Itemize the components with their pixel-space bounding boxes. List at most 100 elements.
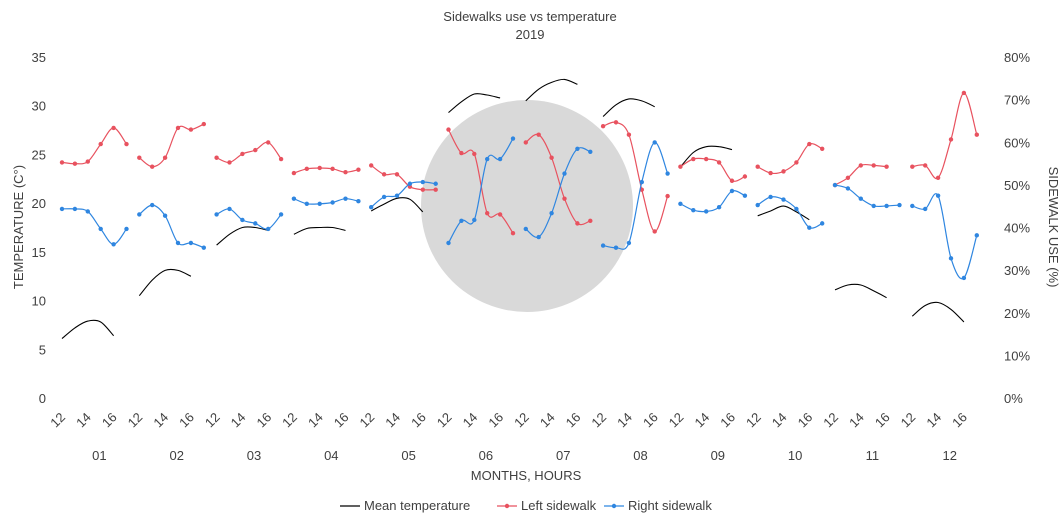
y-left-tick-label: 15 xyxy=(32,245,46,260)
right-sidewalk-point xyxy=(961,275,967,281)
left-sidewalk-point xyxy=(742,174,748,179)
right-sidewalk-line xyxy=(293,198,359,205)
right-sidewalk-point xyxy=(536,234,541,240)
x-hour-tick-label: 14 xyxy=(691,410,712,431)
left-sidewalk-point xyxy=(472,151,477,157)
x-hour-tick-label: 14 xyxy=(923,410,944,431)
right-sidewalk-point xyxy=(704,209,709,214)
y-right-tick-label: 40% xyxy=(1004,221,1030,236)
right-sidewalk-point xyxy=(304,201,309,206)
x-hour-tick-label: 12 xyxy=(279,410,300,431)
right-sidewalk-point xyxy=(446,240,451,246)
x-hour-tick-label: 14 xyxy=(460,410,481,431)
x-hour-tick-label: 16 xyxy=(872,410,893,431)
mean-temperature-line xyxy=(216,226,269,246)
x-hour-tick-label: 12 xyxy=(356,410,377,431)
y-right-axis-title: SIDEWALK USE (%) xyxy=(1046,167,1061,288)
left-sidewalk-point xyxy=(201,121,206,127)
right-sidewalk-point xyxy=(678,201,683,206)
left-sidewalk-point xyxy=(845,175,851,180)
y-right-tick-label: 60% xyxy=(1004,135,1030,150)
left-sidewalk-point xyxy=(652,229,657,234)
left-sidewalk-point xyxy=(59,160,65,165)
left-sidewalk-point xyxy=(523,140,528,145)
right-sidewalk-point xyxy=(626,240,632,246)
right-sidewalk-line xyxy=(834,184,900,208)
right-sidewalk-point xyxy=(72,206,78,212)
x-hour-tick-label: 14 xyxy=(382,410,403,431)
left-sidewalk-point xyxy=(266,140,271,145)
legend-right-sidewalk-marker xyxy=(611,503,617,509)
left-sidewalk-point xyxy=(575,221,580,226)
y-right-tick-label: 0% xyxy=(1004,391,1023,406)
x-hour-tick-label: 14 xyxy=(769,410,790,431)
left-sidewalk-point xyxy=(871,163,876,168)
x-month-label: 07 xyxy=(556,448,570,463)
y-left-tick-label: 10 xyxy=(32,294,46,309)
right-sidewalk-point xyxy=(317,201,322,206)
right-sidewalk-point xyxy=(794,206,799,212)
right-sidewalk-line xyxy=(61,208,127,245)
right-sidewalk-point xyxy=(742,193,748,198)
right-sidewalk-point xyxy=(549,210,554,216)
right-sidewalk-point xyxy=(356,199,361,204)
x-hour-tick-label: 16 xyxy=(640,410,661,431)
right-sidewalk-line xyxy=(216,208,282,230)
right-sidewalk-point xyxy=(188,240,194,246)
left-sidewalk-point xyxy=(343,170,348,175)
mean-temperature-line xyxy=(834,283,887,299)
left-sidewalk-point xyxy=(794,160,799,165)
left-sidewalk-point xyxy=(820,146,825,151)
y-left-tick-label: 0 xyxy=(39,391,46,406)
mean-temperature-line xyxy=(370,197,424,213)
left-sidewalk-point xyxy=(884,164,889,169)
x-hour-tick-label: 14 xyxy=(614,410,635,431)
right-sidewalk-point xyxy=(768,194,773,200)
x-hour-tick-label: 12 xyxy=(743,410,764,431)
x-hour-tick-label: 12 xyxy=(202,410,223,431)
right-sidewalk-point xyxy=(652,140,657,145)
left-sidewalk-point xyxy=(948,137,954,142)
right-sidewalk-point xyxy=(935,193,941,198)
y-left-axis-title: TEMPERATURE (C°) xyxy=(11,165,26,289)
highlight-layer xyxy=(421,100,633,312)
left-sidewalk-point xyxy=(485,210,490,216)
left-sidewalk-line xyxy=(216,141,282,164)
left-sidewalk-point xyxy=(253,147,258,153)
left-sidewalk-point xyxy=(858,163,863,168)
left-sidewalk-point xyxy=(369,163,374,168)
right-sidewalk-point xyxy=(278,212,284,217)
x-month-label: 04 xyxy=(324,448,338,463)
left-sidewalk-line xyxy=(138,123,205,168)
left-sidewalk-point xyxy=(755,164,760,169)
right-sidewalk-point xyxy=(691,207,696,213)
mean-temperature-line xyxy=(293,226,346,235)
y-left-tick-label: 30 xyxy=(32,99,46,114)
right-sidewalk-point xyxy=(111,242,116,247)
x-month-label: 12 xyxy=(942,448,956,463)
right-sidewalk-point xyxy=(201,245,206,250)
left-sidewalk-point xyxy=(935,175,941,180)
left-sidewalk-point xyxy=(356,167,361,172)
x-hour-tick-label: 16 xyxy=(408,410,429,431)
left-sidewalk-point xyxy=(317,165,322,171)
left-sidewalk-point xyxy=(613,120,619,125)
left-sidewalk-point xyxy=(150,164,155,169)
left-sidewalk-point xyxy=(588,218,593,224)
x-hour-tick-label: 12 xyxy=(434,410,455,431)
left-sidewalk-point xyxy=(716,160,722,165)
right-sidewalk-point xyxy=(923,206,928,212)
x-hour-tick-label: 12 xyxy=(47,410,68,431)
right-sidewalk-point xyxy=(781,197,786,202)
mean-temperature-line xyxy=(448,93,501,114)
right-sidewalk-point xyxy=(291,196,297,201)
x-hour-tick-label: 14 xyxy=(537,410,558,431)
left-sidewalk-point xyxy=(510,230,516,236)
right-sidewalk-point xyxy=(523,226,528,232)
right-sidewalk-point xyxy=(253,221,258,226)
left-sidewalk-point xyxy=(600,124,606,129)
left-sidewalk-point xyxy=(446,127,451,132)
mean-temperature-line xyxy=(602,98,655,117)
left-sidewalk-line xyxy=(912,92,978,180)
y-right-tick-label: 10% xyxy=(1004,348,1030,363)
